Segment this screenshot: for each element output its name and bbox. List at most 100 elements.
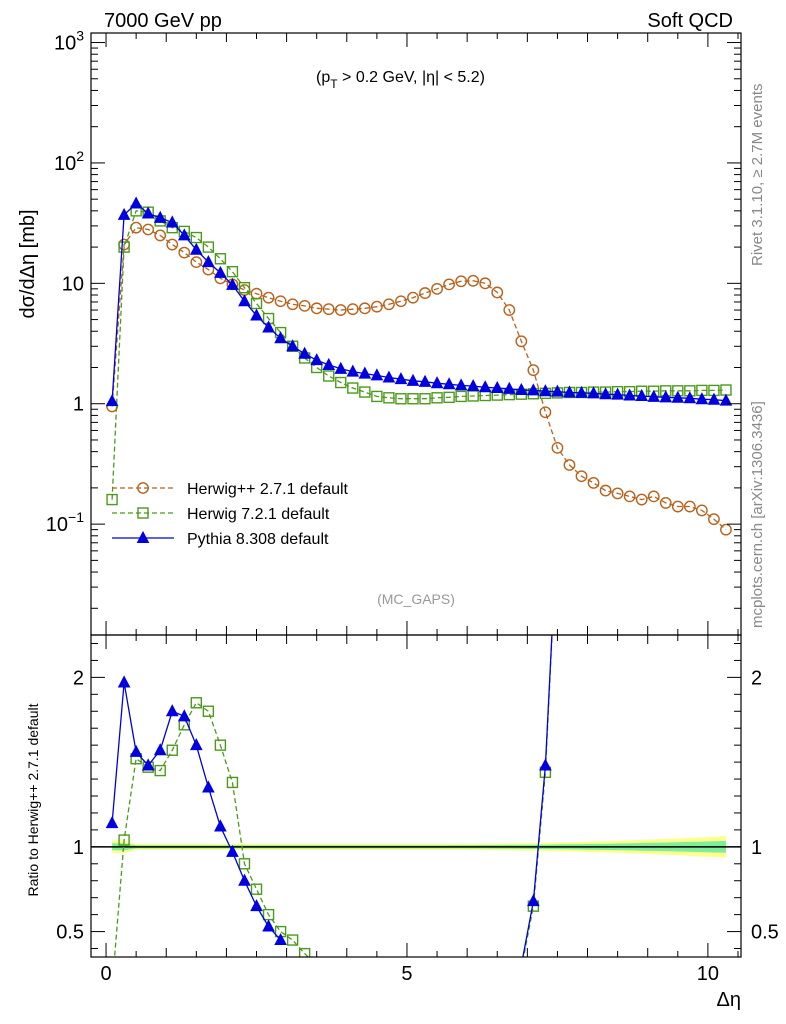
main-point-0-38	[563, 459, 576, 471]
ratio-point-1-2	[129, 744, 143, 757]
watermark: (MC_GAPS)	[377, 591, 455, 607]
ratio-point-1-12	[250, 899, 263, 912]
ratio-point-0-11	[238, 858, 251, 870]
main-point-1-10	[226, 265, 239, 278]
main-point-0-20	[346, 303, 359, 316]
main-point-0-35	[527, 364, 540, 377]
main-point-0-31	[479, 277, 492, 290]
ratio-series-0	[113, 520, 562, 974]
main-series-line-2	[111, 202, 727, 402]
main-point-2-2	[129, 196, 143, 209]
ratio-plot-layer	[91, 520, 741, 974]
x-tick-label: 5	[401, 963, 412, 985]
main-point-0-22	[370, 300, 383, 313]
main-point-0-50	[708, 513, 720, 526]
main-point-2-5	[165, 215, 179, 228]
main-point-0-39	[575, 470, 588, 483]
ratio-point-0-5	[166, 744, 178, 756]
main-point-0-7	[190, 256, 203, 269]
ratio-point-0-1	[118, 834, 130, 846]
y-tick-label: 10	[62, 273, 84, 295]
main-point-2-17	[310, 353, 324, 366]
main-point-2-9	[214, 265, 227, 278]
main-point-2-30	[466, 379, 480, 392]
y-tick-label: 103	[54, 28, 84, 55]
main-point-2-18	[322, 357, 336, 370]
cut-label-rest: > 0.2 GeV, |η| < 5.2)	[338, 69, 485, 86]
main-point-0-44	[635, 493, 648, 506]
legend-marker-1	[137, 507, 149, 519]
main-point-2-48	[683, 391, 697, 404]
main-point-2-12	[250, 308, 263, 321]
main-point-2-10	[226, 277, 239, 290]
ratio-point-1-17	[539, 758, 552, 771]
ratio-frame	[90, 634, 742, 958]
main-point-2-39	[575, 385, 588, 398]
ratio-tick-labels: 0 5 10 0.5 0.5 1 1 2 2	[56, 667, 779, 985]
main-point-0-36	[539, 406, 552, 419]
main-point-0-27	[431, 282, 443, 295]
ratio-point-1-0	[105, 816, 119, 829]
y-tick-label: 102	[54, 148, 84, 175]
main-point-0-48	[683, 500, 696, 513]
main-point-2-40	[587, 386, 600, 399]
main-point-2-23	[382, 370, 396, 383]
main-point-1-22	[371, 390, 383, 403]
header-left: 7000 GeV pp	[104, 10, 222, 32]
main-point-2-16	[298, 346, 311, 359]
header-right: Soft QCD	[647, 10, 733, 32]
main-point-2-15	[286, 339, 299, 352]
main-point-2-36	[539, 384, 552, 397]
main-point-2-1	[117, 207, 131, 220]
main-point-2-28	[442, 377, 456, 390]
ratio-point-0-12	[250, 883, 263, 895]
ratio-y-tick-label-right: 1	[751, 837, 762, 859]
main-point-2-7	[189, 242, 203, 255]
ratio-series-line-1	[111, 635, 553, 957]
main-point-2-13	[262, 320, 275, 333]
legend-label-1: Herwig 7.2.1 default	[187, 506, 330, 523]
ratio-point-0-16	[298, 947, 311, 957]
main-point-0-16	[298, 299, 311, 312]
ratio-point-1-13	[262, 919, 275, 932]
main-point-0-40	[587, 477, 600, 489]
main-point-0-41	[599, 484, 612, 497]
main-point-0-24	[395, 295, 407, 308]
ratio-y-tick-label-right: 0.5	[751, 922, 779, 944]
cut-label-open: (p	[316, 69, 330, 86]
main-point-1-8	[202, 241, 215, 253]
y-tick-label: 1	[73, 394, 84, 416]
ratio-point-1-5	[165, 704, 179, 717]
ratio-y-tick-label-left: 2	[73, 667, 84, 689]
main-point-0-29	[455, 275, 468, 288]
main-point-0-42	[611, 487, 624, 500]
ratio-point-0-4	[154, 764, 166, 777]
ratio-point-1-4	[153, 743, 167, 756]
ratio-panel: 0 5 10 0.5 0.5 1 1 2 2 Ratio to Herwig++ 2.7.1 d…	[25, 520, 779, 1011]
main-point-0-46	[659, 497, 672, 509]
legend-marker-0	[137, 482, 149, 494]
main-point-2-20	[346, 364, 360, 377]
main-point-2-3	[141, 206, 155, 219]
ratio-point-0-8	[202, 705, 215, 717]
ratio-y-tick-label-left: 1	[73, 837, 84, 859]
ratio-point-1-11	[238, 873, 251, 886]
main-point-0-13	[262, 291, 275, 304]
ratio-point-0-18	[516, 964, 526, 974]
main-point-1-0	[106, 493, 118, 506]
main-point-0-23	[383, 298, 395, 311]
main-point-2-19	[334, 361, 348, 374]
main-point-0-28	[443, 278, 456, 291]
main-point-2-29	[454, 378, 468, 391]
main-point-2-4	[153, 210, 167, 223]
ratio-point-0-21	[552, 520, 562, 530]
ratio-series-1	[105, 635, 553, 957]
ratio-point-1-9	[214, 819, 227, 832]
legend: Herwig++ 2.7.1 default Herwig 7.2.1 defau…	[112, 481, 349, 548]
main-series-1	[106, 205, 732, 506]
main-point-0-14	[274, 295, 287, 308]
x-tick-label: 0	[100, 963, 111, 985]
main-point-0-32	[491, 286, 504, 299]
main-point-1-26	[419, 393, 431, 405]
main-point-2-21	[358, 366, 372, 379]
